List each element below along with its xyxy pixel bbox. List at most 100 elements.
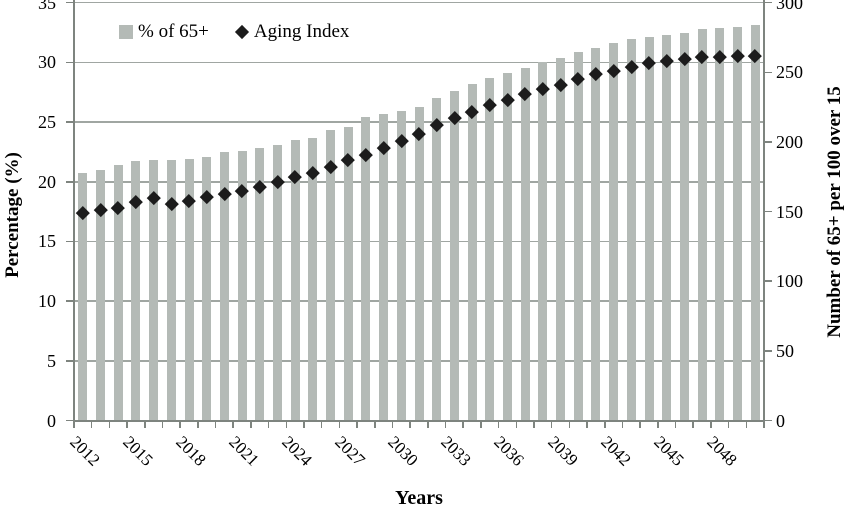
bar-2014 (113, 165, 123, 421)
legend-entry-pct-65plus: % of 65+ (119, 21, 209, 43)
bar-2027 (343, 126, 353, 421)
bar-2043 (626, 38, 636, 421)
x-tick-20 (427, 421, 429, 428)
left-tick-5 (66, 360, 74, 362)
bar-2034 (467, 83, 477, 421)
right-tick-label-250: 250 (776, 62, 803, 83)
left-tick-35 (66, 1, 74, 4)
bar-2020 (219, 151, 229, 421)
bar-2035 (485, 77, 495, 421)
x-tick-29 (586, 421, 588, 428)
x-tick-4 (144, 421, 146, 428)
bar-2049 (732, 26, 742, 421)
x-label-2015: 2015 (119, 432, 157, 470)
bar-2040 (573, 51, 583, 421)
right-tick-50 (764, 350, 772, 352)
bar-2037 (520, 68, 530, 421)
bar-2036 (502, 73, 512, 421)
left-tick-10 (66, 300, 74, 302)
left-tick-label-10: 10 (38, 291, 56, 312)
bar-2018 (184, 159, 194, 421)
bar-2044 (644, 37, 654, 421)
bar-2029 (379, 113, 389, 421)
x-tick-39 (763, 421, 765, 428)
bar-2024 (290, 139, 300, 421)
bar-2031 (414, 106, 424, 421)
legend-label-pct-65plus: % of 65+ (138, 21, 209, 42)
x-tick-10 (250, 421, 252, 428)
bar-2023 (272, 144, 282, 421)
left-axis-line (73, 0, 75, 422)
x-tick-38 (745, 421, 748, 428)
gridline-35 (74, 1, 764, 4)
x-label-2033: 2033 (437, 432, 476, 470)
x-axis-title: Years (395, 487, 443, 509)
x-tick-12 (285, 421, 288, 428)
x-axis-line (73, 419, 765, 422)
left-tick-30 (66, 61, 74, 64)
right-tick-200 (764, 141, 772, 143)
right-tick-300 (764, 1, 772, 4)
left-tick-15 (66, 240, 74, 243)
x-tick-21 (444, 421, 447, 428)
x-label-2012: 2012 (66, 432, 104, 470)
x-tick-18 (391, 421, 394, 428)
x-tick-16 (356, 421, 358, 428)
x-tick-24 (497, 421, 500, 428)
x-tick-26 (533, 421, 535, 428)
left-tick-25 (66, 121, 74, 123)
right-axis-line (763, 0, 765, 422)
bar-2039 (556, 57, 566, 421)
right-tick-label-0: 0 (776, 410, 785, 431)
x-tick-11 (267, 421, 270, 428)
bar-2019 (202, 156, 212, 421)
right-tick-0 (764, 419, 772, 422)
bar-2042 (609, 43, 619, 421)
right-tick-250 (764, 71, 772, 74)
bar-2013 (96, 169, 106, 421)
bar-2038 (538, 62, 548, 421)
left-tick-label-15: 15 (38, 231, 56, 252)
x-label-2024: 2024 (278, 432, 316, 470)
bar-2016 (149, 160, 159, 421)
x-tick-13 (303, 421, 305, 428)
left-tick-label-30: 30 (38, 52, 56, 73)
bar-2026 (326, 130, 336, 421)
right-tick-label-50: 50 (776, 340, 794, 361)
legend-label-aging-index: Aging Index (253, 21, 350, 42)
legend-entry-aging-index: Aging Index (234, 21, 350, 43)
x-label-2027: 2027 (331, 432, 369, 470)
bar-2032 (432, 98, 442, 421)
x-tick-35 (692, 421, 694, 428)
bar-2012 (78, 173, 88, 421)
x-tick-30 (604, 421, 606, 428)
x-tick-25 (515, 421, 518, 428)
x-tick-7 (197, 421, 199, 428)
left-tick-label-5: 5 (47, 350, 56, 371)
chart-legend: % of 65+ Aging Index (119, 21, 349, 43)
x-label-2036: 2036 (490, 432, 529, 470)
right-tick-100 (764, 280, 772, 282)
right-tick-label-100: 100 (776, 271, 803, 292)
bar-2015 (131, 161, 141, 421)
x-tick-17 (374, 421, 376, 428)
x-label-2018: 2018 (172, 432, 210, 470)
x-tick-9 (232, 421, 234, 428)
x-tick-34 (674, 421, 677, 428)
x-tick-33 (657, 421, 659, 428)
x-tick-14 (320, 421, 323, 428)
left-axis-title: Percentage (%) (2, 152, 23, 278)
x-label-2030: 2030 (384, 432, 423, 470)
x-tick-3 (126, 421, 128, 428)
x-tick-5 (161, 421, 164, 428)
bar-2021 (237, 150, 247, 421)
x-label-2045: 2045 (649, 432, 688, 470)
bar-series-swatch-icon (119, 25, 133, 39)
x-tick-28 (568, 421, 571, 428)
x-tick-0 (73, 421, 75, 428)
x-tick-22 (462, 421, 464, 428)
left-tick-label-20: 20 (38, 171, 56, 192)
bar-2025 (308, 137, 318, 421)
x-tick-27 (550, 421, 553, 428)
